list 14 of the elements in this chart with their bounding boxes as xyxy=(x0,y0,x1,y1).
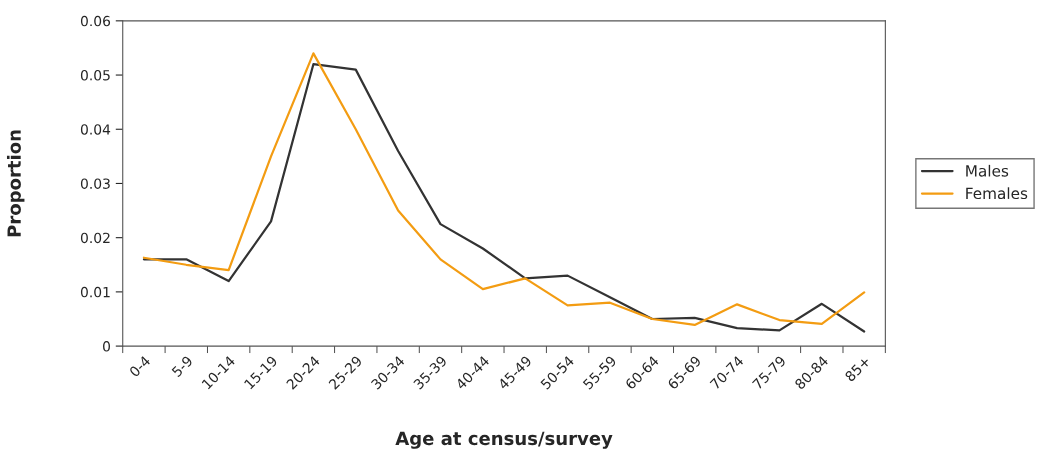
legend-label: Females xyxy=(966,187,1028,200)
y-tick-label: 0.06 xyxy=(80,15,111,27)
legend-label: Males xyxy=(966,164,1009,177)
y-tick-label: 0.02 xyxy=(80,232,110,244)
x-axis-title: Age at census/survey xyxy=(395,431,613,449)
y-tick-label: 0 xyxy=(103,341,111,352)
y-tick-label: 0.04 xyxy=(80,124,111,135)
x-tick-label: 0-4 xyxy=(128,355,151,378)
y-tick-label: 0.03 xyxy=(80,178,110,189)
y-tick-label: 0.01 xyxy=(80,286,110,298)
y-tick-label: 0.05 xyxy=(80,70,110,81)
x-tick-label: 85+ xyxy=(844,355,871,383)
x-tick-label: 5-9 xyxy=(171,355,194,378)
y-axis-title: Proportion xyxy=(6,130,25,237)
